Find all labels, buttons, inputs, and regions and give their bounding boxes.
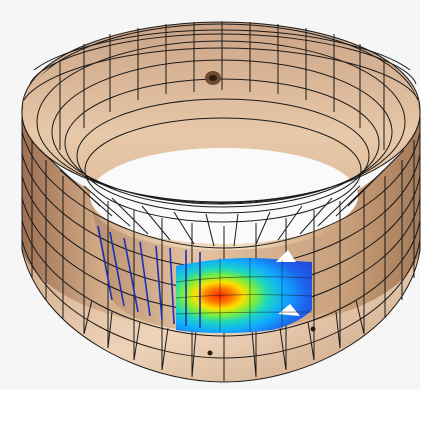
heatmap-mesh-lines — [175, 258, 313, 332]
heatmap-edge-notch-bottom — [278, 304, 300, 316]
heatmap-edge-notch-top — [276, 250, 296, 262]
outer-band-mesh — [21, 110, 421, 381]
bore-opening — [90, 148, 358, 244]
ring-outline — [21, 21, 421, 383]
bolt-hole-inner — [209, 75, 217, 81]
dowel-hole-icon — [207, 350, 213, 356]
ring-top-face — [22, 22, 420, 244]
outer-cylinder-band — [22, 110, 420, 382]
ring-lower-face — [22, 250, 420, 382]
lower-face-mesh — [83, 299, 365, 381]
dowel-hole-icon-2 — [310, 326, 316, 332]
top-front-radial-mesh — [39, 149, 405, 247]
